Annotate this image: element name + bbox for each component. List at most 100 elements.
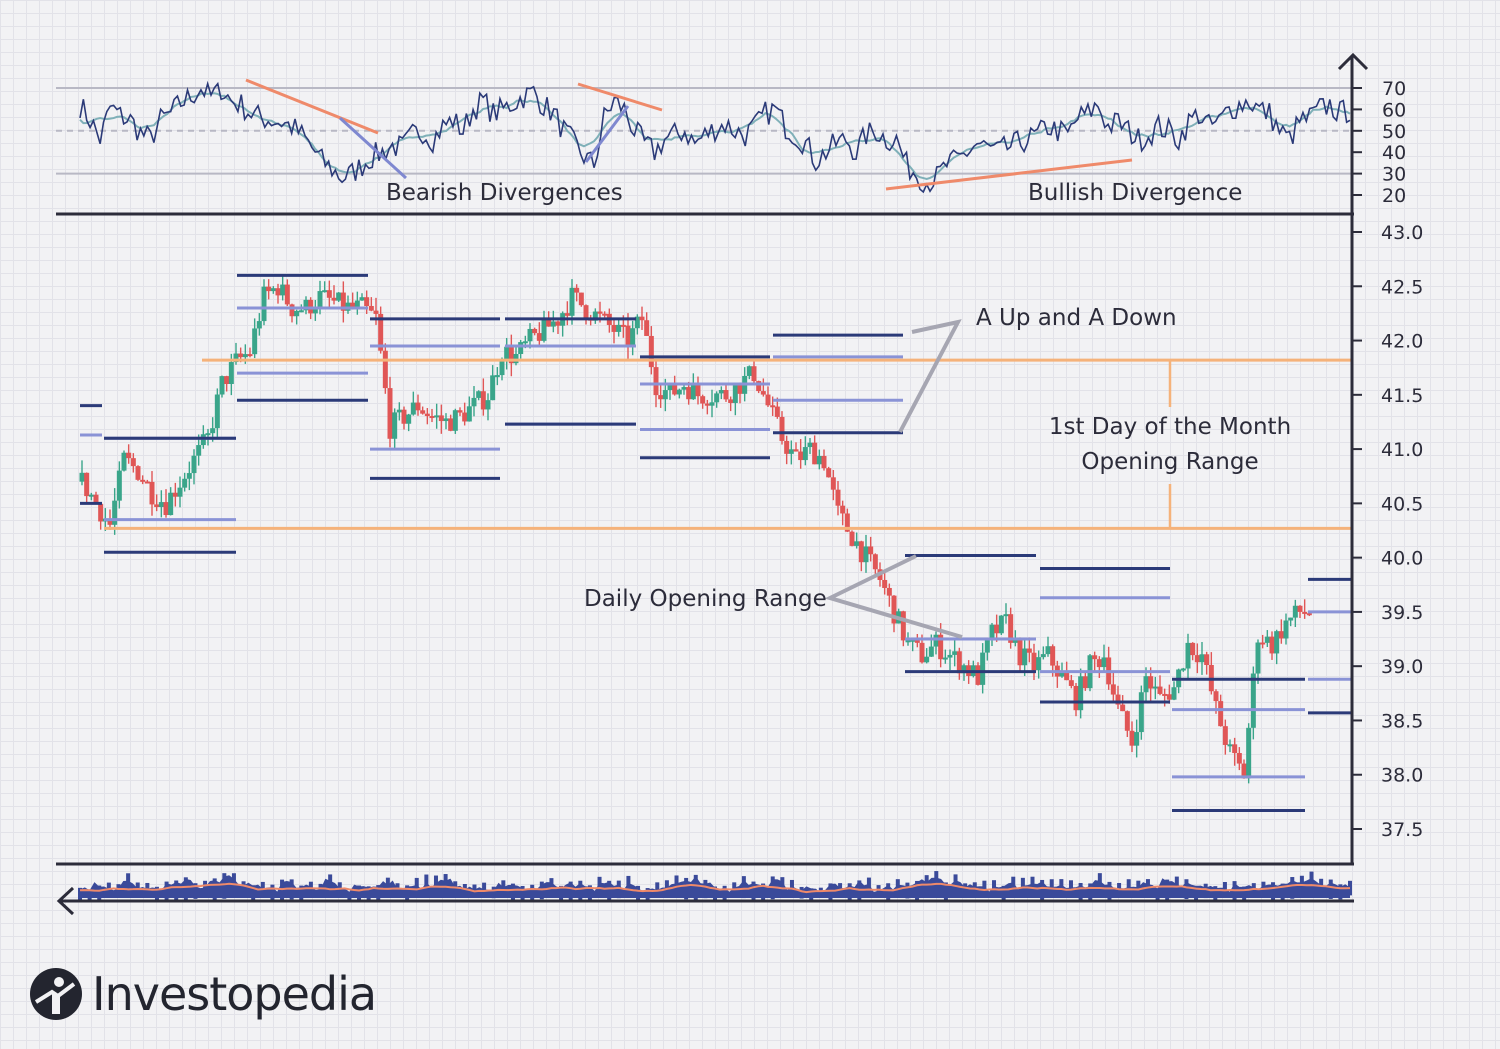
candle-body-219 bbox=[1101, 657, 1107, 668]
volume-bar-198 bbox=[1030, 876, 1035, 896]
volume-bar-92 bbox=[520, 885, 525, 900]
candle-body-63 bbox=[373, 310, 379, 314]
candle-body-52 bbox=[322, 290, 328, 293]
volume-bar-130 bbox=[703, 879, 708, 899]
candle-body-27 bbox=[205, 433, 211, 436]
volume-bar-192 bbox=[1001, 885, 1006, 902]
candle-body-92 bbox=[508, 346, 514, 364]
candle-body-45 bbox=[289, 304, 295, 317]
candle-body-200 bbox=[1012, 638, 1018, 643]
volume-bar-210 bbox=[1088, 883, 1093, 900]
candle-body-95 bbox=[522, 341, 528, 344]
candle-body-187 bbox=[952, 651, 958, 655]
volume-bar-156 bbox=[828, 883, 833, 902]
candle-body-129 bbox=[681, 387, 687, 390]
volume-bar-226 bbox=[1165, 879, 1170, 901]
volume-bar-4 bbox=[97, 885, 102, 901]
volume-bar-204 bbox=[1059, 879, 1064, 897]
rsi-divergence-line-1 bbox=[338, 116, 408, 180]
volume-bar-20 bbox=[174, 880, 179, 901]
volume-bar-238 bbox=[1222, 882, 1227, 897]
candle-body-152 bbox=[788, 449, 794, 454]
candle-body-89 bbox=[494, 375, 500, 378]
candle-body-189 bbox=[961, 665, 967, 674]
candle-body-58 bbox=[350, 302, 356, 308]
candle-body-215 bbox=[1082, 676, 1088, 689]
candle-body-7 bbox=[112, 500, 118, 525]
volume-bar-232 bbox=[1194, 885, 1199, 902]
volume-bar-248 bbox=[1271, 882, 1276, 900]
candle-body-202 bbox=[1022, 648, 1028, 666]
volume-bar-96 bbox=[539, 881, 544, 900]
candle-body-122 bbox=[648, 335, 654, 368]
candle-body-12 bbox=[135, 466, 141, 480]
volume-bar-120 bbox=[655, 882, 660, 895]
daily-opening-range-label: Daily Opening Range bbox=[584, 586, 827, 612]
volume-average-line bbox=[79, 882, 1351, 894]
candle-body-233 bbox=[1166, 694, 1172, 700]
volume-bar-114 bbox=[626, 875, 631, 896]
candle-body-80 bbox=[452, 410, 458, 431]
candle-body-240 bbox=[1199, 654, 1205, 663]
candle-body-188 bbox=[956, 651, 962, 674]
candle-body-183 bbox=[933, 634, 939, 647]
bearish-divergences-label: Bearish Divergences bbox=[386, 180, 623, 206]
candle-body-1 bbox=[84, 472, 90, 497]
candle-body-214 bbox=[1078, 676, 1084, 711]
volume-bar-28 bbox=[212, 878, 217, 901]
candle-body-124 bbox=[658, 395, 664, 400]
volume-bar-22 bbox=[183, 877, 188, 901]
volume-bar-260 bbox=[1328, 879, 1333, 899]
candle-body-4 bbox=[98, 503, 104, 522]
candle-body-105 bbox=[569, 287, 575, 316]
candle-body-41 bbox=[270, 288, 276, 292]
candle-body-14 bbox=[144, 481, 150, 484]
candle-body-195 bbox=[989, 624, 995, 641]
candle-body-120 bbox=[639, 316, 645, 321]
volume-bar-218 bbox=[1126, 879, 1131, 895]
candle-body-217 bbox=[1092, 655, 1098, 660]
candle-body-186 bbox=[947, 654, 953, 658]
volume-bar-188 bbox=[982, 880, 987, 897]
candle-body-207 bbox=[1045, 646, 1051, 655]
candle-body-208 bbox=[1050, 646, 1056, 666]
volume-bar-80 bbox=[462, 884, 467, 897]
candle-body-248 bbox=[1236, 753, 1242, 764]
candle-body-43 bbox=[280, 284, 286, 296]
candle-body-128 bbox=[676, 389, 682, 395]
candle-body-116 bbox=[620, 324, 626, 327]
candle-body-262 bbox=[1302, 611, 1308, 614]
volume-bar-72 bbox=[424, 874, 429, 895]
volume-bar-124 bbox=[674, 875, 679, 895]
candle-body-177 bbox=[905, 640, 911, 643]
volume-bar-24 bbox=[193, 883, 198, 899]
candle-body-241 bbox=[1204, 654, 1210, 665]
candle-body-157 bbox=[812, 442, 818, 465]
candle-body-251 bbox=[1250, 673, 1256, 728]
price-tick-label-39.0: 39.0 bbox=[1381, 656, 1423, 678]
volume-bar-138 bbox=[741, 876, 746, 899]
candle-body-218 bbox=[1096, 659, 1102, 668]
volume-bar-18 bbox=[164, 881, 169, 901]
volume-bar-108 bbox=[597, 876, 602, 897]
candle-body-38 bbox=[256, 321, 262, 329]
candle-body-16 bbox=[154, 504, 160, 508]
volume-bar-162 bbox=[857, 880, 862, 902]
volume-bar-86 bbox=[491, 886, 496, 899]
volume-bar-74 bbox=[433, 875, 438, 895]
price-tick-label-40.0: 40.0 bbox=[1381, 548, 1423, 570]
candle-body-153 bbox=[793, 449, 799, 452]
volume-bar-2 bbox=[87, 889, 92, 902]
volume-bar-186 bbox=[972, 882, 977, 898]
candle-body-35 bbox=[242, 354, 248, 358]
volume-panel bbox=[78, 871, 1352, 902]
candle-body-91 bbox=[504, 346, 510, 362]
candle-body-86 bbox=[480, 391, 486, 410]
brand-name: Investopedia bbox=[92, 967, 377, 1021]
candle-body-134 bbox=[704, 403, 710, 406]
volume-bar-76 bbox=[443, 874, 448, 896]
volume-bar-30 bbox=[222, 873, 227, 899]
candle-body-243 bbox=[1213, 691, 1219, 702]
candle-body-117 bbox=[625, 325, 631, 347]
candle-body-102 bbox=[555, 321, 561, 326]
